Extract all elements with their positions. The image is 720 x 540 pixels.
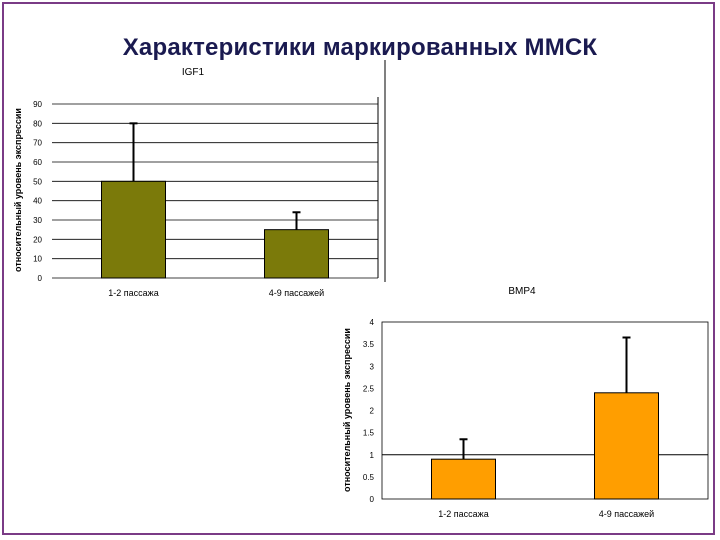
bmp4-y-tick-label: 3.5 [363,340,375,349]
igf1-bars [101,122,329,279]
igf1-bar [264,229,329,279]
bmp4-y-tick-label: 1.5 [363,429,375,438]
igf1-y-tick-label: 30 [33,216,42,225]
igf1-gridlines [52,103,378,279]
igf1-chart-title: IGF1 [182,67,205,78]
bmp4-x-labels: 1-2 пассажа 4-9 пассажей [438,509,654,519]
bmp4-y-tick-label: 3 [370,362,375,371]
igf1-y-tick-label: 70 [33,139,42,148]
igf1-y-ticks: 0 10 20 30 40 50 60 70 80 90 [33,100,42,283]
slide-title: Характеристики маркированных ММСК [122,34,598,61]
igf1-y-tick-label: 90 [33,100,42,109]
bmp4-chart: BMP4 относительный уровень экспрессии 00… [342,286,709,519]
bmp4-y-ticks: 0 0.5 1 1.5 2 2.5 3 3.5 4 [363,318,375,504]
igf1-bar [101,180,166,279]
bmp4-bar [594,392,659,500]
igf1-chart: IGF1 относительный уровень экспрессии 0 1… [13,60,386,298]
bmp4-y-tick-label: 0 [370,495,375,504]
bmp4-plot-area [381,321,709,500]
bmp4-y-tick-label: 4 [370,318,375,327]
bmp4-y-tick-label: 0.5 [363,473,375,482]
bmp4-x-tick-label: 1-2 пассажа [438,509,488,519]
bmp4-y-tick-label: 2 [370,407,375,416]
igf1-x-tick-label: 1-2 пассажа [108,288,158,298]
bmp4-y-tick-label: 2.5 [363,384,375,393]
igf1-x-tick-label: 4-9 пассажей [269,288,324,298]
igf1-y-tick-label: 80 [33,119,42,128]
bmp4-y-axis-label: относительный уровень экспрессии [342,328,352,492]
bmp4-x-tick-label: 4-9 пассажей [599,509,654,519]
bmp4-bar [431,458,496,500]
igf1-y-tick-label: 60 [33,158,42,167]
igf1-y-tick-label: 0 [38,274,43,283]
bmp4-y-tick-label: 1 [370,451,375,460]
igf1-y-tick-label: 40 [33,197,42,206]
igf1-y-tick-label: 50 [33,177,42,186]
bmp4-chart-title: BMP4 [508,286,536,297]
igf1-x-labels: 1-2 пассажа 4-9 пассажей [108,288,324,298]
igf1-y-axis-label: относительный уровень экспрессии [13,108,23,272]
bmp4-bars [382,336,708,500]
igf1-y-tick-label: 20 [33,235,42,244]
igf1-y-tick-label: 10 [33,255,42,264]
